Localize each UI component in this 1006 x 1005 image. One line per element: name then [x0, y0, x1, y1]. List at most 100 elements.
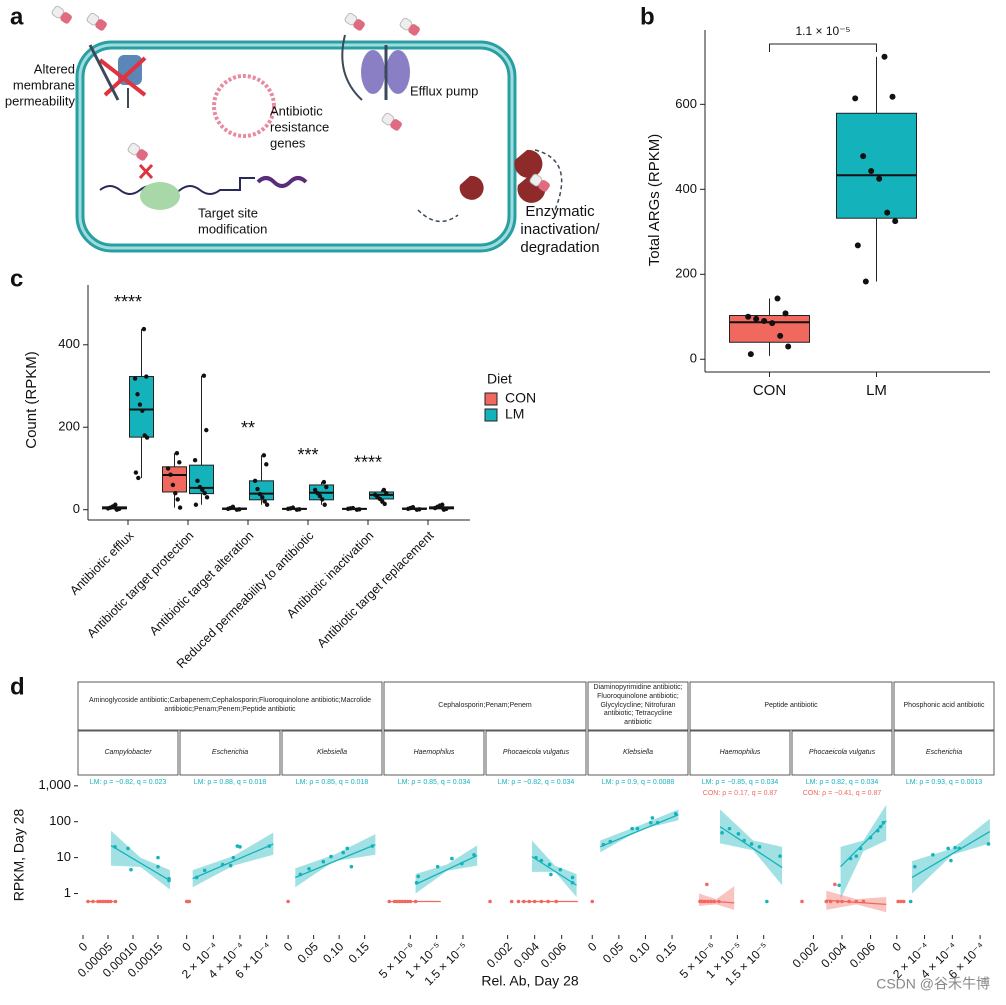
point — [648, 820, 653, 825]
y-axis-label: Count (RPKM) — [23, 351, 40, 449]
strip: Phocaeicola vulgatus — [503, 749, 569, 756]
point — [884, 209, 891, 216]
correlation-label: LM: ρ = −0.85, q = 0.034 — [702, 779, 779, 786]
point — [174, 451, 180, 456]
point — [86, 899, 90, 904]
point — [197, 484, 203, 490]
point — [395, 899, 399, 904]
diagram-label: modification — [198, 221, 267, 236]
point — [350, 505, 356, 511]
y-tick-label: 400 — [58, 336, 80, 351]
point — [899, 899, 903, 904]
point — [220, 862, 225, 867]
point — [133, 470, 139, 475]
confidence-band — [192, 832, 274, 888]
significance-bracket — [769, 43, 877, 52]
point — [833, 882, 837, 887]
x-axis-label: Rel. Ab, Day 28 — [481, 973, 578, 989]
point — [413, 899, 418, 904]
point — [700, 899, 704, 904]
point — [702, 899, 707, 904]
diagram-label: Target site — [198, 205, 258, 220]
point — [749, 842, 754, 846]
point — [908, 899, 913, 904]
y-tick-label: 10 — [57, 849, 71, 864]
confidence-band — [912, 818, 990, 894]
point — [168, 472, 173, 477]
y-tick-label: 200 — [58, 419, 80, 434]
point — [706, 899, 710, 904]
point — [228, 863, 233, 868]
point — [324, 484, 329, 490]
x-tick-label: 0.05 — [295, 939, 322, 966]
point — [312, 487, 318, 493]
point — [144, 374, 149, 379]
fit-line — [110, 845, 171, 882]
x-tick-label: 0.006 — [538, 939, 569, 970]
point — [747, 351, 754, 358]
point — [255, 486, 260, 492]
x-tick-label: 0.004 — [818, 939, 849, 970]
point — [132, 376, 138, 381]
point — [175, 497, 180, 502]
strip: Escherichia — [926, 749, 962, 756]
point — [516, 899, 521, 904]
point — [765, 899, 769, 904]
diagram-label: degradation — [520, 239, 599, 256]
strip-label: Haemophilus — [719, 748, 761, 756]
point — [397, 899, 402, 904]
point — [608, 839, 613, 844]
point — [200, 487, 205, 493]
strip-box — [77, 730, 179, 776]
point — [417, 507, 422, 512]
y-tick-label: 1,000 — [38, 777, 71, 792]
point — [173, 491, 178, 496]
y-axis-label: Total ARGs (RPKM) — [646, 134, 663, 267]
point — [534, 855, 538, 860]
point — [320, 497, 325, 502]
point — [835, 899, 840, 904]
diagram-label: Antibiotic — [270, 103, 323, 118]
point — [881, 820, 886, 825]
point — [840, 899, 844, 904]
point — [238, 845, 242, 849]
point — [231, 855, 236, 860]
point — [949, 858, 953, 863]
point — [878, 824, 883, 829]
x-tick-label: 0 — [179, 939, 194, 954]
point — [195, 478, 200, 484]
strip: Klebsiella — [317, 749, 347, 756]
point — [709, 899, 713, 904]
point — [382, 501, 387, 507]
x-tick-label: 0.002 — [484, 939, 515, 970]
point — [381, 487, 387, 493]
point — [800, 899, 804, 904]
point — [601, 842, 606, 847]
point — [785, 343, 792, 350]
x-tick-label: 0.05 — [600, 939, 627, 966]
x-tick-label: LM — [866, 382, 887, 399]
point — [712, 899, 717, 904]
point — [444, 506, 449, 512]
correlation-label: LM: ρ = 0.85, q = 0.034 — [398, 779, 471, 786]
point — [509, 899, 514, 904]
strip: Haemophilus — [414, 749, 455, 756]
point — [267, 844, 272, 848]
point — [778, 854, 782, 858]
point — [861, 899, 866, 904]
point — [264, 462, 269, 467]
y-tick-label: 200 — [675, 266, 697, 281]
point — [177, 460, 182, 465]
point — [392, 899, 397, 904]
point — [549, 872, 553, 877]
x-tick-label: 0.10 — [626, 939, 653, 966]
point — [194, 875, 199, 880]
panel-label: b — [640, 3, 655, 30]
point — [286, 899, 290, 904]
point — [262, 499, 267, 504]
point — [875, 828, 880, 833]
point — [144, 435, 150, 440]
point — [705, 882, 709, 887]
point — [854, 242, 861, 249]
correlation-label: LM: ρ = −0.82, q = 0.023 — [90, 779, 167, 786]
